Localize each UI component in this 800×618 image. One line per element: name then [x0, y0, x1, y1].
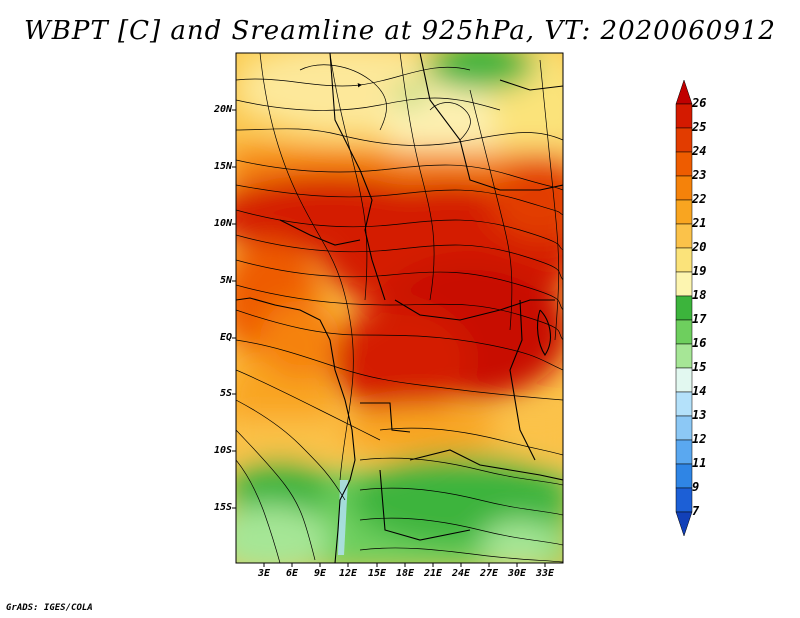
lon-label-27e: 27E — [479, 568, 499, 579]
colorbar-label: 12 — [692, 432, 707, 446]
lon-label-18e: 18E — [395, 568, 415, 579]
colorbar-segment — [675, 103, 693, 129]
colorbar-segment — [675, 487, 693, 513]
colorbar-segment — [675, 271, 693, 297]
map-frame — [235, 52, 564, 564]
colorbar-label: 21 — [692, 216, 707, 230]
colorbar-label: 16 — [692, 336, 707, 350]
colorbar-segment — [675, 367, 693, 393]
colorbar-top-triangle — [675, 79, 693, 105]
wbpt-shading — [236, 53, 563, 563]
colorbar-segment — [675, 199, 693, 225]
chart-title: WBPT [C] and Sreamline at 925hPa, VT: 20… — [24, 16, 776, 46]
colorbar-label: 25 — [692, 120, 707, 134]
colorbar-label: 23 — [692, 168, 707, 182]
streamlines — [236, 53, 563, 563]
colorbar-label: 22 — [692, 192, 707, 206]
colorbar-label: 19 — [692, 264, 707, 278]
lon-label-9e: 9E — [313, 568, 327, 579]
lon-label-21e: 21E — [423, 568, 443, 579]
footer-credit: GrADS: IGES/COLA — [6, 603, 93, 613]
lat-label-15n: 15N — [213, 161, 232, 172]
colorbar-segment — [675, 463, 693, 489]
lat-label-eq: EQ — [219, 332, 232, 343]
colorbar-label: 26 — [692, 96, 707, 110]
lat-label-15s: 15S — [213, 502, 232, 513]
colorbar-segment — [675, 247, 693, 273]
colorbar-segment — [675, 295, 693, 321]
colorbar-segment — [675, 175, 693, 201]
colorbar-label: 18 — [692, 288, 707, 302]
colorbar-segment — [675, 223, 693, 249]
lon-label-24e: 24E — [451, 568, 471, 579]
lat-label-5n: 5N — [219, 275, 232, 286]
colorbar-segment — [675, 439, 693, 465]
colorbar-bottom-triangle — [675, 511, 693, 537]
lat-label-20n: 20N — [213, 104, 232, 115]
lon-label-15e: 15E — [367, 568, 387, 579]
colorbar-label: 11 — [692, 456, 707, 470]
colorbar-segment — [675, 415, 693, 441]
country-borders — [236, 53, 563, 563]
lon-label-6e: 6E — [285, 568, 299, 579]
lon-label-33e: 33E — [535, 568, 555, 579]
colorbar-label: 7 — [692, 504, 700, 518]
colorbar-label: 14 — [692, 384, 707, 398]
colorbar-segment — [675, 127, 693, 153]
lon-label-30e: 30E — [507, 568, 527, 579]
colorbar-label: 15 — [692, 360, 707, 374]
colorbar-segment — [675, 391, 693, 417]
lat-label-5s: 5S — [219, 388, 232, 399]
colorbar-segment — [675, 319, 693, 345]
colorbar-label: 17 — [692, 312, 707, 326]
colorbar-label: 9 — [692, 480, 700, 494]
colorbar-label: 20 — [692, 240, 707, 254]
colorbar-label: 24 — [692, 144, 707, 158]
lat-label-10s: 10S — [213, 445, 232, 456]
axis-ticks — [232, 109, 546, 567]
lat-label-10n: 10N — [213, 218, 232, 229]
colorbar-segment — [675, 343, 693, 369]
colorbar-segment — [675, 151, 693, 177]
lon-label-3e: 3E — [257, 568, 271, 579]
colorbar — [675, 79, 693, 537]
lon-label-12e: 12E — [338, 568, 358, 579]
colorbar-label: 13 — [692, 408, 707, 422]
